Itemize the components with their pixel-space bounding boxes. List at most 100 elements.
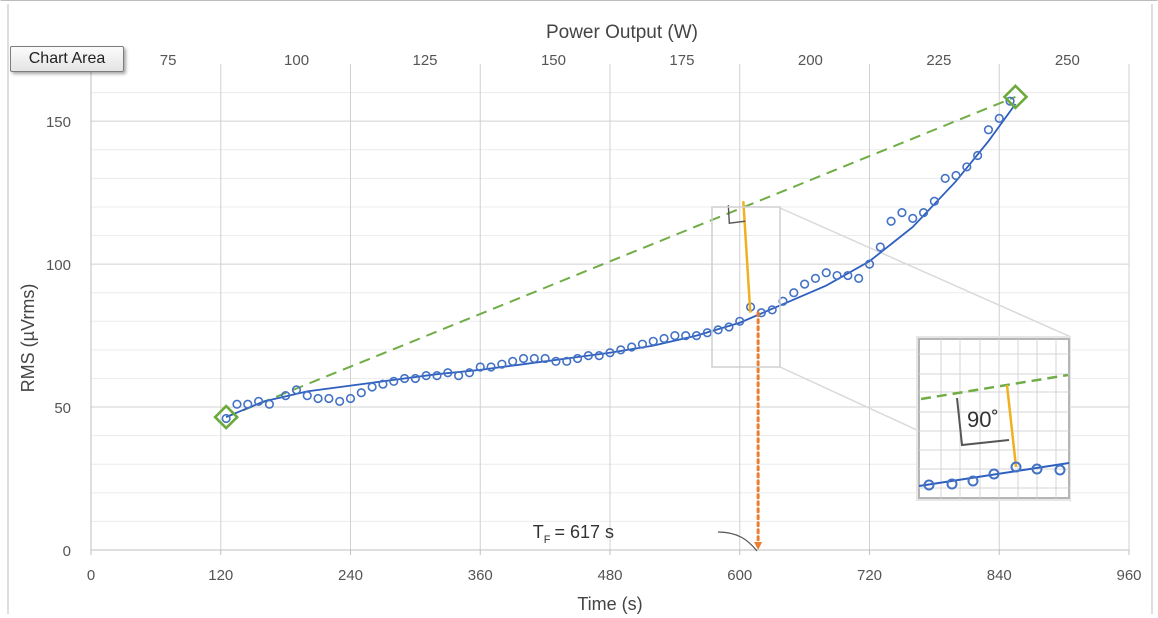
tf-label-main: T — [533, 522, 544, 542]
x-tick-label: 480 — [597, 567, 622, 584]
data-point — [994, 113, 1004, 123]
data-point — [821, 268, 831, 278]
data-point — [324, 393, 334, 404]
data-point — [854, 273, 864, 284]
data-point — [789, 288, 799, 298]
data-point — [497, 359, 507, 369]
data-point — [648, 336, 658, 346]
data-point — [356, 388, 366, 398]
data-point — [637, 339, 648, 349]
threshold-arrowhead — [754, 542, 763, 550]
data-point — [691, 330, 702, 341]
data-point — [486, 362, 496, 372]
x2-tick-label: 250 — [1055, 52, 1080, 69]
data-point — [264, 399, 275, 409]
y-tick-label: 0 — [63, 543, 71, 560]
data-point — [562, 356, 572, 366]
data-point — [605, 348, 615, 358]
x2-tick-label: 100 — [284, 52, 309, 69]
x-tick-label: 0 — [87, 567, 95, 584]
data-point — [529, 353, 539, 364]
data-point — [940, 173, 950, 183]
data-point — [962, 162, 972, 172]
y-axis-title: RMS (µVrms) — [18, 284, 38, 393]
data-point — [875, 242, 885, 252]
data-point — [281, 391, 291, 401]
data-point — [908, 213, 918, 223]
data-point — [313, 393, 323, 404]
inset-right-angle-marker — [956, 397, 1010, 447]
zoom-inset: 90˚ — [916, 336, 1071, 501]
x-tick-label: 240 — [338, 567, 363, 584]
data-point — [681, 330, 691, 341]
x-tick-label: 600 — [727, 567, 752, 584]
data-point — [540, 353, 550, 364]
data-point — [518, 353, 529, 364]
inset-perpendicular — [1005, 384, 1018, 468]
data-point — [897, 208, 907, 218]
y-tick-label: 50 — [54, 400, 71, 417]
inset-frame — [918, 338, 1070, 499]
x2-axis-title: Power Output (W) — [546, 22, 698, 43]
data-point — [918, 208, 929, 218]
inset-dashed-line — [920, 373, 1069, 401]
fit-curve — [225, 103, 1017, 418]
right-angle-marker — [727, 205, 746, 225]
endpoint-diamond-marker — [1002, 84, 1029, 110]
data-point — [843, 270, 853, 281]
series-layer — [213, 84, 1029, 550]
data-point — [367, 382, 377, 392]
data-point — [778, 296, 788, 306]
data-point — [454, 371, 464, 381]
data-point — [421, 371, 431, 381]
y-axis: 0 50 100 150 — [46, 64, 92, 560]
y-tick-label: 150 — [46, 114, 71, 131]
x2-tick-label: 125 — [412, 52, 437, 69]
data-point — [399, 373, 410, 384]
tf-label-rest: = 617 s — [554, 522, 614, 542]
chart-area-tooltip: Chart Area — [10, 46, 124, 72]
data-point — [951, 170, 961, 181]
x-tick-label: 840 — [987, 567, 1012, 584]
x2-tick-label: 200 — [798, 52, 823, 69]
data-point — [221, 413, 231, 424]
inset-angle-label: 90˚ — [967, 407, 999, 432]
data-point — [735, 316, 745, 326]
data-point — [983, 125, 994, 135]
data-point — [702, 328, 712, 338]
data-point — [389, 376, 399, 386]
inset-points — [923, 461, 1066, 491]
x2-tick-label: 150 — [541, 52, 566, 69]
x-axis-title: Time (s) — [577, 594, 642, 614]
data-point — [832, 270, 842, 281]
data-point — [973, 150, 983, 161]
perpendicular-segment — [742, 201, 752, 313]
x2-tick-label: 75 — [160, 52, 177, 69]
data-point — [253, 396, 264, 406]
data-point — [713, 325, 723, 335]
data-point — [243, 399, 253, 409]
grid-lines — [91, 64, 1130, 550]
data-point — [767, 305, 777, 315]
data-point — [627, 342, 637, 352]
data-point — [302, 391, 312, 401]
data-point — [670, 330, 680, 341]
data-point — [432, 371, 442, 381]
data-point — [410, 373, 420, 384]
zoom-source-box — [711, 206, 781, 368]
endpoint-diamond-marker — [213, 404, 239, 430]
data-point — [583, 351, 593, 361]
dashed-reference-line — [225, 95, 1016, 418]
data-point — [659, 333, 669, 344]
x2-tick-label: 225 — [926, 52, 951, 69]
data-point — [475, 362, 485, 372]
data-point — [864, 259, 875, 269]
tf-label-sub: F — [544, 534, 551, 546]
x-tick-label: 720 — [857, 567, 882, 584]
tf-label: TF = 617 s — [533, 522, 614, 546]
x-tick-label: 360 — [468, 567, 493, 584]
data-point — [800, 279, 810, 289]
data-point — [508, 356, 518, 366]
